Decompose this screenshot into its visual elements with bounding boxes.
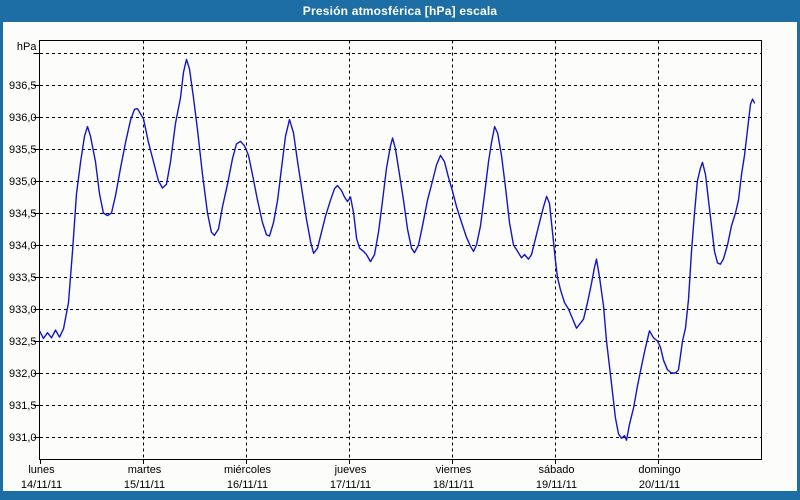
x-day-name-label: sábado xyxy=(538,464,574,476)
window-frame-bottom xyxy=(0,491,800,500)
y-tick-label: 932,5 xyxy=(9,336,37,348)
y-tick-label: 936,5 xyxy=(9,80,37,92)
x-day-date-label: 16/11/11 xyxy=(227,479,268,491)
gridlines xyxy=(33,40,761,464)
window-title: Presión atmosférica [hPa] escala xyxy=(302,4,498,18)
x-day-name-label: viernes xyxy=(436,464,472,476)
window-frame-right xyxy=(797,0,800,500)
y-tick-label: 933,5 xyxy=(9,272,37,284)
y-tick-label: 931,0 xyxy=(9,432,37,444)
x-day-name-label: jueves xyxy=(334,464,367,476)
x-day-date-label: 19/11/11 xyxy=(536,479,577,491)
y-tick-label: 934,0 xyxy=(9,240,37,252)
x-day-date-label: 17/11/11 xyxy=(330,479,371,491)
window-frame-left xyxy=(0,0,3,500)
y-tick-label: 935,5 xyxy=(9,144,37,156)
x-day-date-label: 14/11/11 xyxy=(21,479,62,491)
x-day-date-label: 15/11/11 xyxy=(124,479,165,491)
y-tick-label: 934,5 xyxy=(9,208,37,220)
y-tick-label: 936,0 xyxy=(9,112,37,124)
x-day-name-label: martes xyxy=(128,464,162,476)
x-day-name-label: lunes xyxy=(28,464,55,476)
y-tick-label: 933,0 xyxy=(9,304,37,316)
x-day-name-label: domingo xyxy=(638,464,680,476)
window-titlebar: Presión atmosférica [hPa] escala xyxy=(0,0,800,22)
x-day-name-label: miércoles xyxy=(224,464,272,476)
data-series xyxy=(38,58,756,441)
x-day-date-label: 18/11/11 xyxy=(433,479,474,491)
y-tick-label: 932,0 xyxy=(9,368,37,380)
y-axis-unit-label: hPa xyxy=(17,41,37,53)
x-day-date-label: 20/11/11 xyxy=(639,479,680,491)
y-tick-label: 935,0 xyxy=(9,176,37,188)
pressure-line xyxy=(38,58,756,441)
y-tick-label: 931,5 xyxy=(9,400,37,412)
plot-border xyxy=(39,40,762,460)
axis-labels: 936,5 936,0 935,5 935,0 934,5 934,0 933,5 933,0… xyxy=(9,80,681,491)
